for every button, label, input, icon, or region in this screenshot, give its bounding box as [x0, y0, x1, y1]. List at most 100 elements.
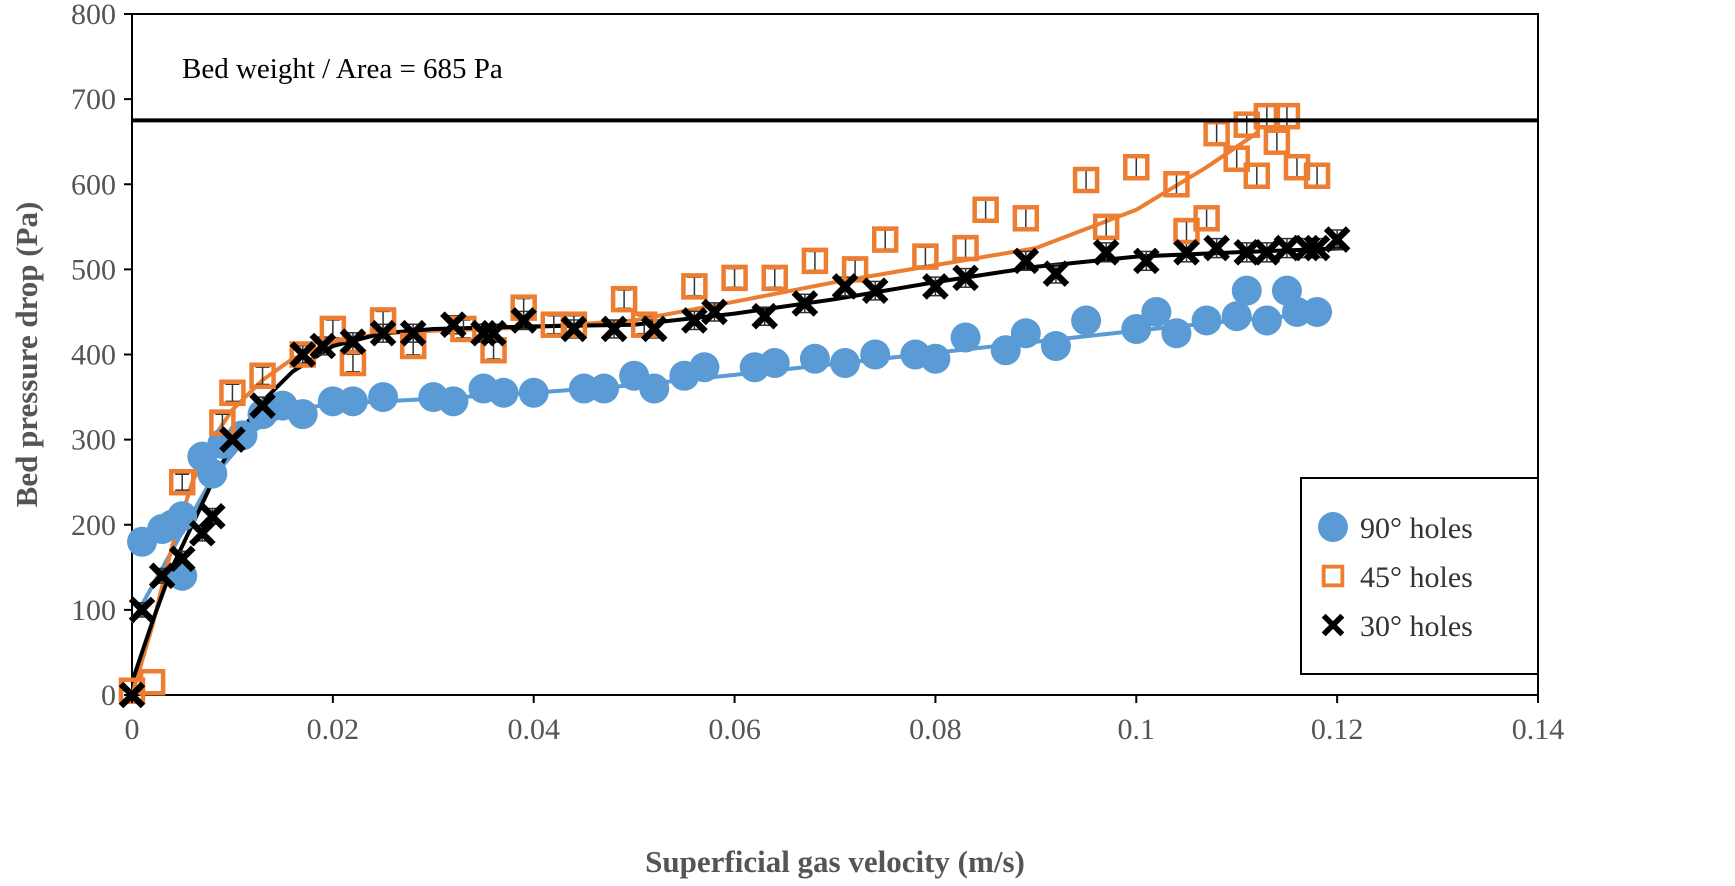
data-point-90-holes: [1221, 301, 1252, 332]
data-point-30-holes: [219, 426, 246, 453]
data-point-30-holes: [148, 562, 176, 590]
bed-weight-annotation: Bed weight / Area = 685 Pa: [182, 53, 503, 85]
data-point-45-holes: [1273, 102, 1301, 130]
data-point-45-holes: [339, 349, 367, 377]
data-point-45-holes: [168, 468, 196, 496]
data-point-45-holes: [249, 362, 276, 390]
data-point-90-holes: [1040, 330, 1071, 361]
y-tick-label: 800: [71, 0, 116, 31]
x-axis-title: Superficial gas velocity (m/s): [645, 844, 1025, 879]
data-point-30-holes: [309, 332, 337, 360]
data-point-30-holes: [189, 519, 216, 547]
data-point-90-holes: [1141, 296, 1172, 327]
data-point-30-holes: [510, 307, 537, 334]
data-point-30-holes: [600, 315, 628, 343]
data-point-45-holes: [721, 264, 748, 292]
data-point-30-holes: [1253, 239, 1281, 266]
x-tick-label: 0.14: [1512, 713, 1565, 746]
data-point-30-holes: [399, 319, 427, 347]
data-point-90-holes: [1121, 313, 1152, 344]
data-point-45-holes: [560, 311, 588, 338]
data-point-45-holes: [1072, 166, 1100, 194]
data-point-90-holes: [1231, 275, 1262, 306]
data-point-30-holes: [1173, 239, 1200, 266]
data-point-30-holes: [1092, 239, 1120, 266]
data-point-90-holes: [639, 373, 670, 404]
y-axis-title: Bed pressure drop (Pa): [9, 202, 44, 508]
data-point-30-holes: [199, 502, 226, 530]
data-point-45-holes: [1303, 162, 1331, 189]
data-point-45-holes: [681, 273, 708, 300]
data-point-30-holes: [369, 319, 397, 347]
data-point-90-holes: [759, 348, 790, 379]
data-point-45-holes: [952, 234, 979, 262]
y-tick-label: 300: [71, 424, 116, 457]
data-point-90-holes: [368, 382, 399, 413]
data-markers: [118, 102, 1351, 709]
legend-marker: [1321, 564, 1345, 588]
x-tick-label: 0: [125, 713, 140, 746]
legend: 90° holes 45° holes 30° holes: [1300, 477, 1539, 675]
data-point-30-holes: [470, 319, 497, 347]
data-point-30-holes: [1303, 234, 1331, 262]
data-point-30-holes: [440, 311, 467, 339]
data-point-30-holes: [249, 392, 276, 419]
data-point-30-holes: [1293, 234, 1321, 262]
data-point-90-holes: [589, 373, 620, 404]
data-point-30-holes: [168, 545, 196, 573]
data-point-45-holes: [610, 285, 638, 313]
data-point-30-holes: [1273, 234, 1301, 262]
y-tick-label: 100: [71, 594, 116, 627]
data-point-45-holes: [871, 226, 899, 253]
data-point-90-holes: [1071, 305, 1102, 336]
error-bars: [135, 105, 1345, 618]
x-tick-label: 0.08: [909, 713, 962, 746]
data-point-90-holes: [167, 501, 198, 532]
axis-ticks: 0 0.02 0.04 0.06 0.08 0.1 0.12 0.14 0 100 200 300 40…: [71, 0, 1564, 746]
data-point-30-holes: [640, 315, 668, 343]
data-point-45-holes: [912, 243, 939, 270]
data-point-30-holes: [831, 273, 859, 300]
data-point-30-holes: [1203, 234, 1230, 262]
data-point-90-holes: [950, 322, 981, 353]
data-point-30-holes: [922, 273, 949, 300]
data-point-30-holes: [339, 328, 367, 356]
data-point-45-holes: [1263, 128, 1291, 155]
y-tick-label: 600: [71, 168, 116, 201]
legend-label: 90° holes: [1360, 512, 1473, 545]
data-point-90-holes: [1161, 318, 1192, 349]
data-point-30-holes: [289, 341, 317, 368]
y-tick-label: 700: [71, 83, 116, 116]
y-tick-label: 500: [71, 253, 116, 286]
data-point-90-holes: [1191, 305, 1222, 336]
data-point-45-holes: [1123, 153, 1150, 181]
data-point-30-holes: [861, 277, 889, 304]
data-point-90-holes: [337, 386, 368, 417]
data-point-30-holes: [1323, 226, 1351, 253]
data-point-90-holes: [920, 343, 951, 374]
data-point-30-holes: [560, 315, 588, 343]
data-point-90-holes: [518, 377, 549, 408]
data-point-30-holes: [128, 596, 156, 624]
x-tick-label: 0.04: [507, 713, 560, 746]
data-point-90-holes: [438, 386, 469, 417]
legend-label: 45° holes: [1360, 561, 1473, 594]
data-point-45-holes: [219, 379, 246, 407]
data-point-45-holes: [1012, 205, 1040, 232]
data-point-90-holes: [860, 339, 891, 370]
data-point-30-holes: [1012, 247, 1040, 275]
data-point-90-holes: [689, 352, 720, 383]
data-point-90-holes: [1010, 318, 1041, 349]
data-point-30-holes: [1042, 260, 1070, 287]
data-point-30-holes: [480, 319, 507, 347]
data-point-45-holes: [801, 247, 829, 275]
data-point-90-holes: [197, 458, 228, 489]
data-point-45-holes: [1163, 171, 1190, 198]
data-point-90-holes: [1302, 296, 1333, 327]
data-point-30-holes: [1233, 239, 1261, 266]
x-tick-label: 0.1: [1118, 713, 1156, 746]
data-point-90-holes: [488, 377, 519, 408]
data-point-45-holes: [1223, 145, 1250, 172]
y-tick-label: 0: [101, 679, 116, 712]
data-point-45-holes: [1243, 162, 1271, 189]
